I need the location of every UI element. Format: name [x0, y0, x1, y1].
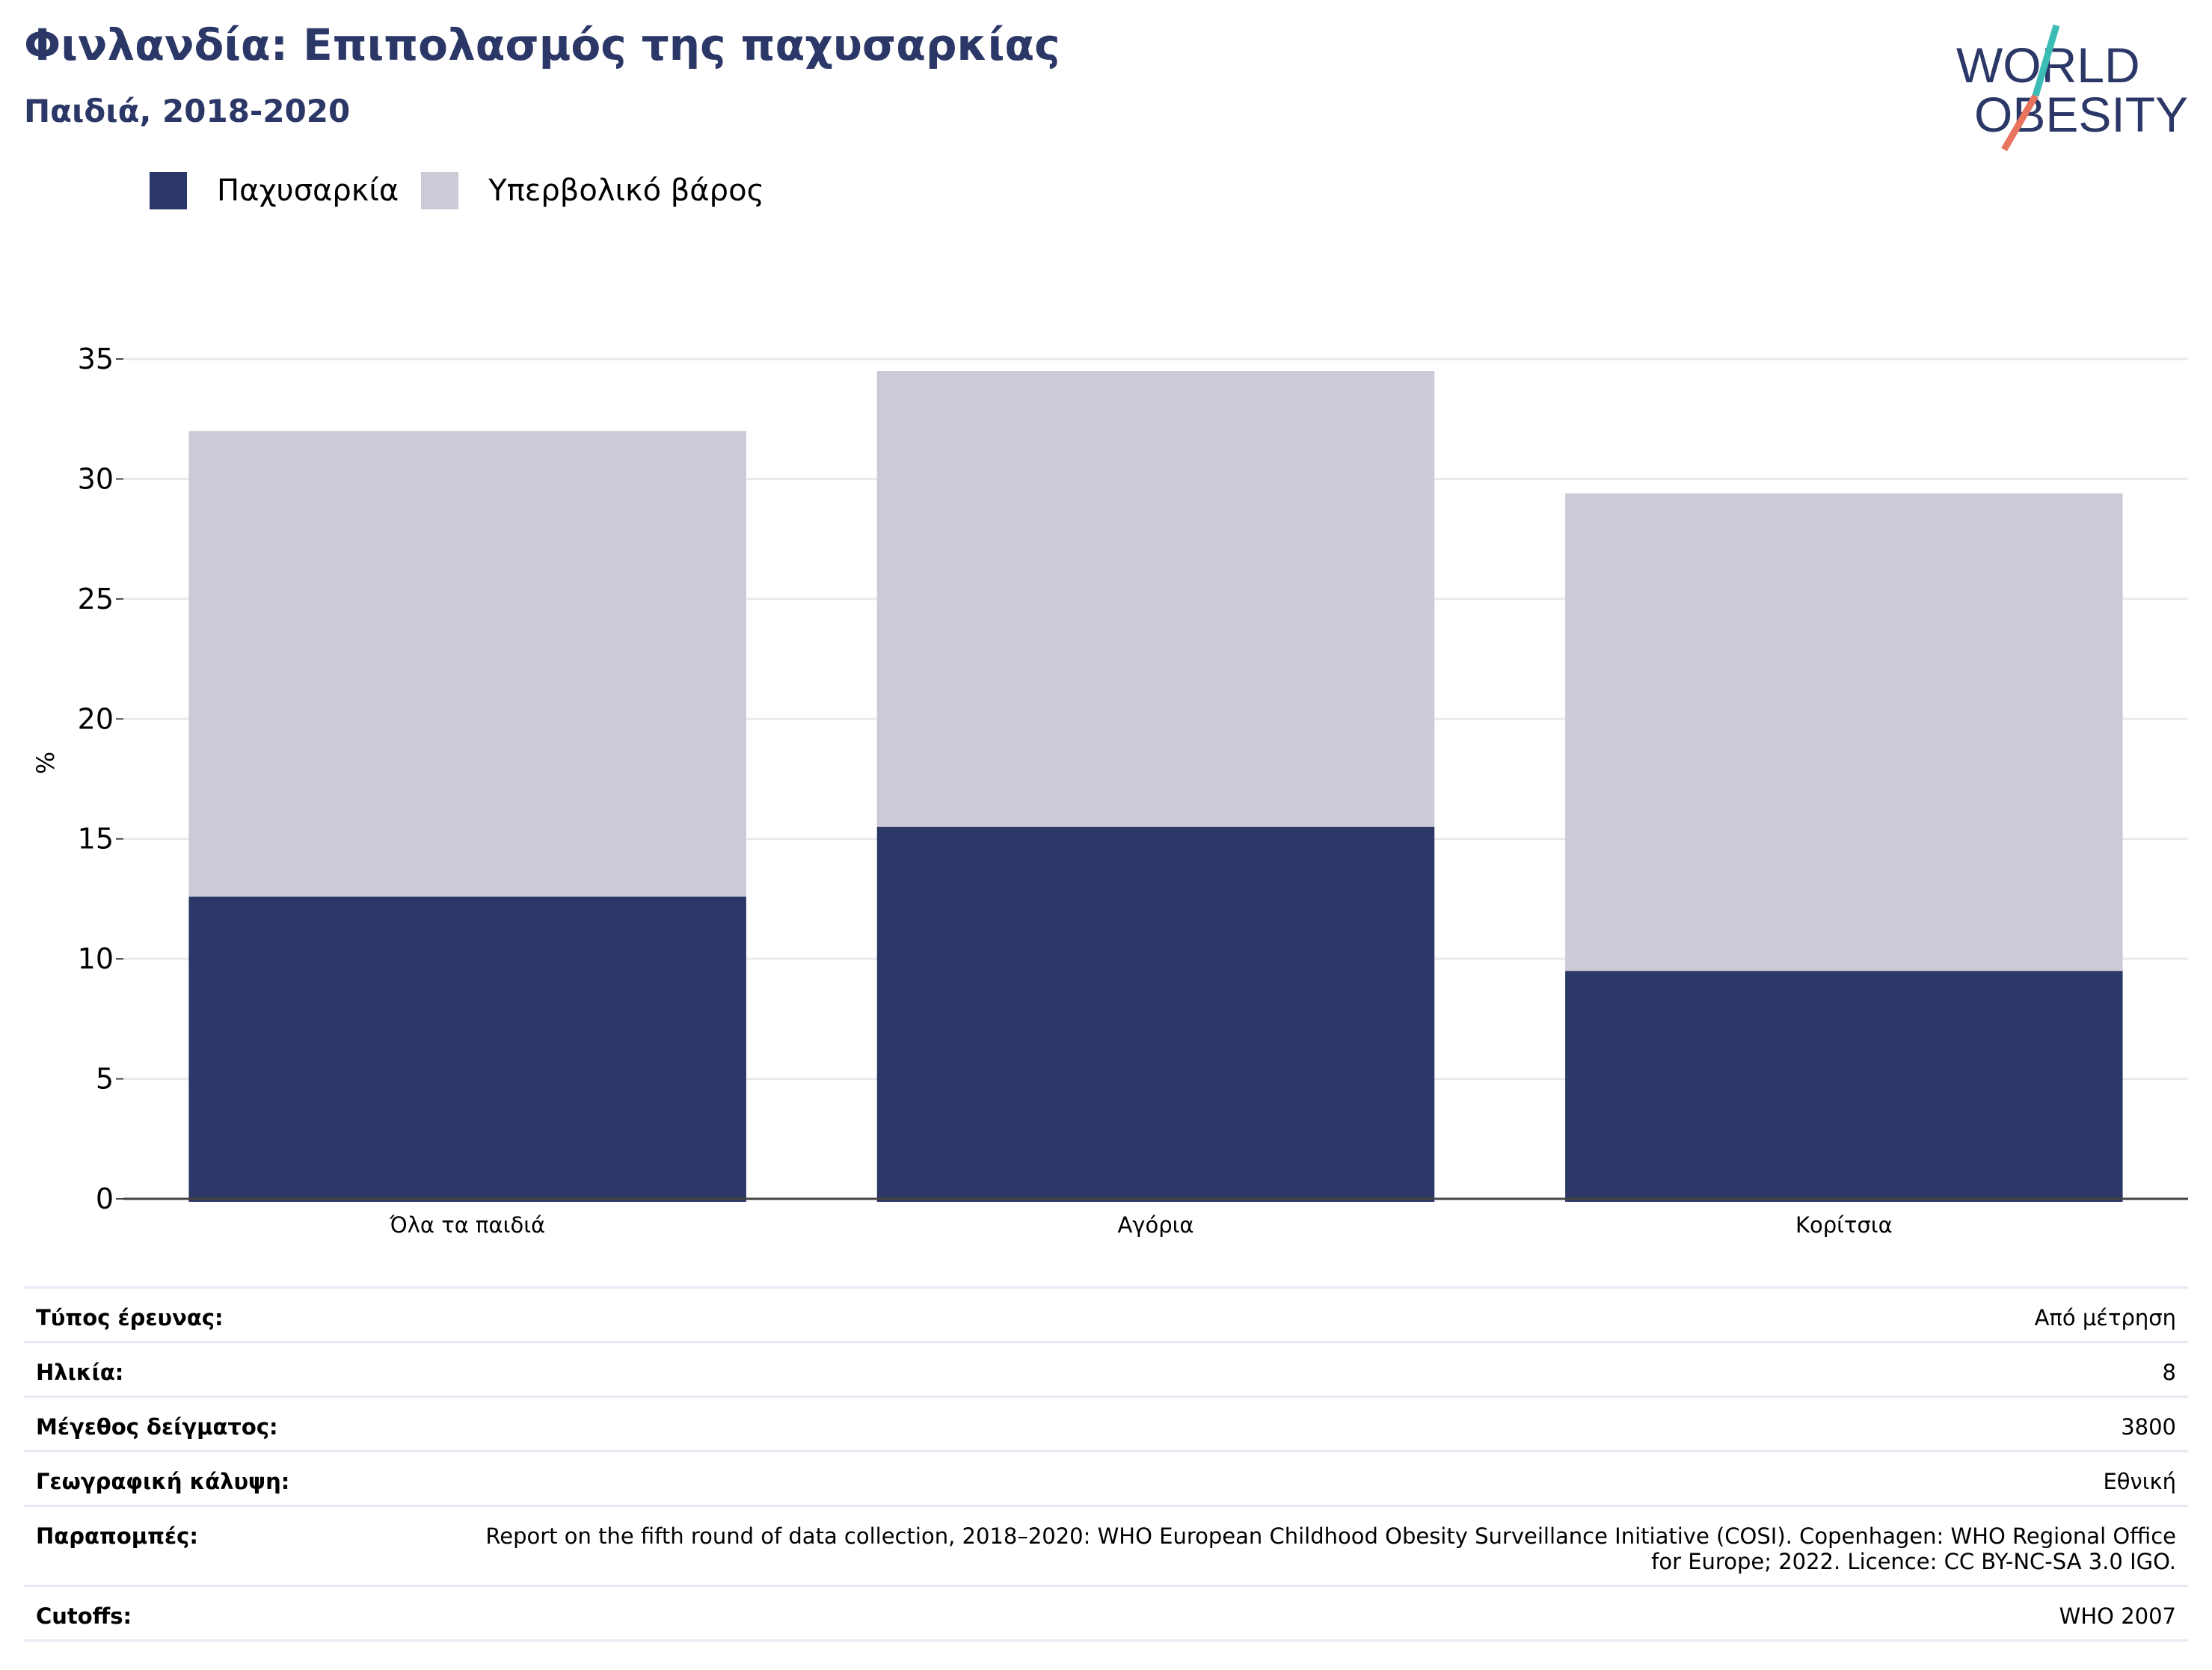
y-tick-label: 15	[78, 823, 114, 856]
info-label: Cutoffs:	[36, 1603, 132, 1629]
y-tick-label: 35	[78, 343, 114, 375]
info-row: Παραπομπές: Report on the fifth round of …	[24, 1505, 2188, 1585]
info-value: 8	[2162, 1360, 2176, 1385]
y-tick-label: 20	[78, 702, 114, 735]
info-row: Cutoffs: WHO 2007	[24, 1585, 2188, 1639]
y-tick-label: 30	[78, 462, 114, 495]
info-table-bottom-border	[24, 1639, 2188, 1642]
legend-item-obesity: Παχυσαρκία	[150, 172, 399, 209]
legend-swatch-overweight	[421, 172, 459, 209]
legend-item-overweight: Υπερβολικό βάρος	[421, 172, 764, 209]
info-row: Ηλικία: 8	[24, 1341, 2188, 1396]
info-value: Report on the fifth round of data collec…	[485, 1523, 2176, 1574]
bar-overweight-1	[876, 371, 1435, 827]
info-label: Παραπομπές:	[36, 1523, 198, 1549]
info-label: Τύπος έρευνας:	[36, 1305, 224, 1330]
y-tick-label: 5	[96, 1063, 114, 1096]
legend-swatch-obesity	[150, 172, 187, 209]
x-tick-label: Αγόρια	[1117, 1212, 1193, 1238]
info-value: Εθνική	[2103, 1469, 2176, 1494]
bar-overweight-0	[188, 431, 746, 897]
legend-label-obesity: Παχυσαρκία	[217, 174, 399, 208]
world-obesity-logo: WORLD OBESITY	[1956, 24, 2188, 152]
info-label: Μέγεθος δείγματος:	[36, 1414, 278, 1440]
y-tick-label: 0	[96, 1182, 114, 1215]
info-row: Μέγεθος δείγματος: 3800	[24, 1396, 2188, 1450]
x-tick-label: Κορίτσια	[1795, 1212, 1893, 1238]
chart-subtitle: Παιδιά, 2018-2020	[24, 93, 351, 129]
bar-chart: 0 5 10 15 20 25 30 35% Όλα τα παιδιά Αγόρια Κορίτσ…	[31, 343, 2188, 1238]
y-tick-label: 25	[78, 583, 114, 615]
bar-obesity-2	[1565, 971, 2123, 1202]
y-axis-label: %	[31, 752, 60, 774]
svg-text:OBESITY: OBESITY	[1974, 87, 2188, 142]
info-value: Από μέτρηση	[2034, 1305, 2176, 1330]
info-value: WHO 2007	[2059, 1603, 2176, 1629]
x-tick-label: Όλα τα παιδιά	[389, 1212, 545, 1238]
y-tick-label: 10	[78, 942, 114, 975]
info-row: Γεωγραφική κάλυψη: Εθνική	[24, 1450, 2188, 1505]
info-table: Τύπος έρευνας: Από μέτρηση Ηλικία: 8 Μέγεθος…	[24, 1286, 2188, 1642]
info-label: Γεωγραφική κάλυψη:	[36, 1469, 290, 1494]
bar-obesity-0	[188, 896, 746, 1202]
info-value: 3800	[2121, 1414, 2176, 1440]
bar-overweight-2	[1565, 493, 2123, 971]
info-row: Τύπος έρευνας: Από μέτρηση	[24, 1286, 2188, 1341]
chart-title: Φινλανδία: Επιπολασμός της παχυσαρκίας	[24, 19, 1060, 70]
bar-obesity-1	[876, 826, 1435, 1202]
info-label: Ηλικία:	[36, 1360, 124, 1385]
legend-label-overweight: Υπερβολικό βάρος	[488, 174, 765, 208]
chart-legend: Παχυσαρκία Υπερβολικό βάρος	[150, 172, 787, 209]
